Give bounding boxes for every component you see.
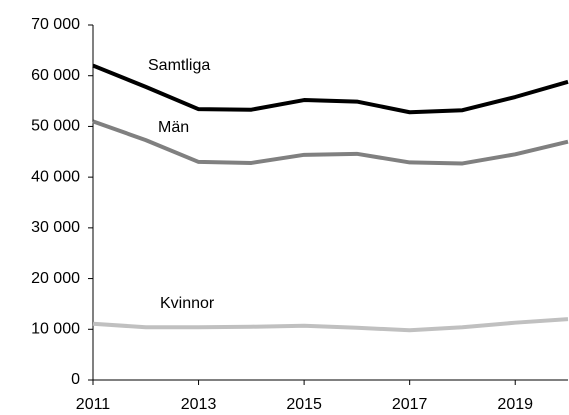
y-tick-label: 60 000 bbox=[31, 67, 80, 84]
y-tick-label: 40 000 bbox=[31, 168, 80, 185]
series-line bbox=[92, 63, 569, 115]
x-tick-label: 2011 bbox=[76, 396, 111, 413]
y-tick-label: 70 000 bbox=[31, 16, 80, 33]
series-label: Kvinnor bbox=[160, 295, 215, 312]
series-line bbox=[92, 119, 569, 166]
x-tick-label: 2015 bbox=[286, 396, 322, 413]
y-tick-label: 20 000 bbox=[31, 270, 80, 287]
series-label: Samtliga bbox=[148, 57, 210, 74]
y-tick-label: 0 bbox=[71, 371, 80, 388]
y-tick-label: 10 000 bbox=[31, 321, 80, 338]
series-line bbox=[92, 317, 569, 333]
y-tick-label: 30 000 bbox=[31, 219, 80, 236]
x-tick-label: 2019 bbox=[497, 396, 533, 413]
series-label: Män bbox=[158, 119, 189, 136]
x-tick-label: 2013 bbox=[181, 396, 217, 413]
y-tick-label: 50 000 bbox=[31, 118, 80, 135]
x-tick-label: 2017 bbox=[392, 396, 428, 413]
